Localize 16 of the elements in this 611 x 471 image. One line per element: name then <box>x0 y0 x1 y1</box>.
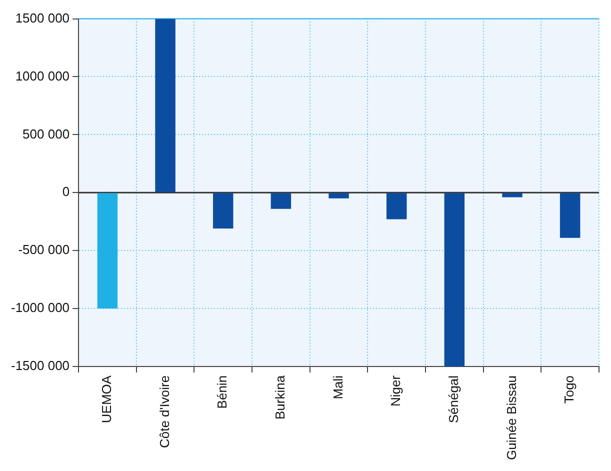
x-tick-label: Sénégal <box>446 375 462 424</box>
y-tick-label: -500 000 <box>18 242 70 258</box>
y-tick-label: 1500 000 <box>15 10 70 26</box>
y-tick-label: 0 <box>62 184 70 200</box>
x-tick-label: Niger <box>388 374 404 407</box>
y-tick-label: -1000 000 <box>10 300 70 316</box>
y-tick-label: 1000 000 <box>15 68 70 84</box>
x-tick-label: Burkina <box>272 374 288 420</box>
x-tick-label: Bénin <box>214 375 230 409</box>
x-tick-label: Côte d'Ivoire <box>156 375 172 448</box>
x-tick-label: Guinée Bissau <box>504 375 519 460</box>
y-tick-label: 500 000 <box>22 126 70 142</box>
x-tick-label: Togo <box>562 375 577 404</box>
x-tick-label: Mali <box>330 375 346 400</box>
y-tick-label: -1500 000 <box>10 358 70 374</box>
x-tick-label: UEMOA <box>99 375 114 424</box>
